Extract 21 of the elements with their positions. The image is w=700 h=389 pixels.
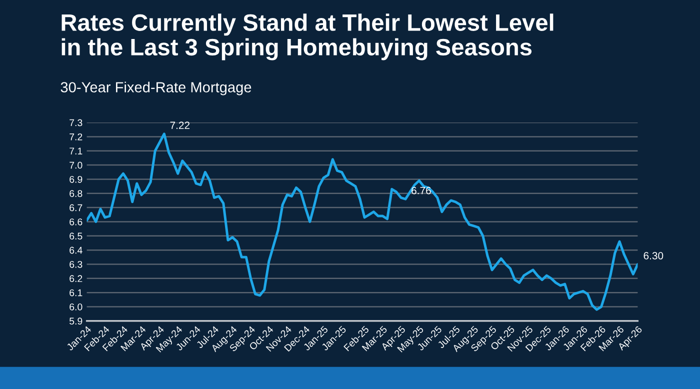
y-tick-label: 6.7 [70, 204, 82, 212]
y-tick-label: 7.0 [70, 162, 82, 169]
line-series [86, 132, 638, 311]
y-tick-label: 6.5 [70, 232, 82, 240]
y-tick-label: 6.6 [70, 218, 82, 226]
data-label: 6.76 [412, 186, 431, 194]
y-tick-label: 5.9 [70, 318, 82, 325]
data-label: 6.30 [644, 252, 664, 260]
y-tick-label: 6.4 [70, 246, 82, 254]
y-tick-label: 7.1 [70, 148, 82, 154]
y-tick-label: 6.3 [70, 260, 82, 268]
y-tick-label: 7.2 [70, 133, 82, 140]
data-label: 7.22 [170, 122, 190, 129]
chart-title: Rates Currently Stand at Their Lowest Level in the Last 3 Spring Homebuying Seasons [62, 14, 554, 60]
y-tick-label: 6.8 [70, 190, 82, 198]
y-tick-label: 6.9 [70, 176, 82, 183]
y-tick-label: 6.1 [70, 289, 82, 296]
y-tick-label: 7.3 [70, 119, 82, 126]
y-tick-label: 6.0 [70, 303, 82, 310]
chart-subtitle: 30-Year Fixed-Rate Mortgage [60, 82, 252, 96]
y-tick-label: 6.2 [70, 275, 82, 282]
